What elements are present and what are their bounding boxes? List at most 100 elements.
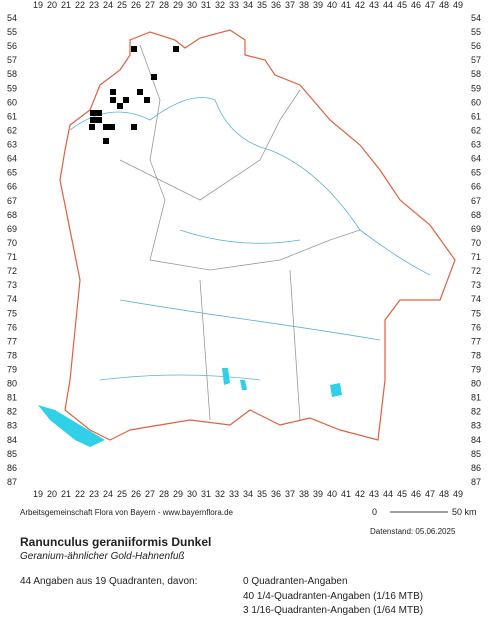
x-label: 26 — [131, 489, 141, 499]
x-label: 38 — [299, 0, 309, 10]
x-label: 42 — [355, 0, 365, 10]
y-label: 75 — [7, 308, 17, 318]
y-label: 54 — [7, 13, 17, 23]
y-label: 76 — [7, 322, 17, 332]
x-label: 43 — [369, 0, 379, 10]
x-label: 36 — [271, 0, 281, 10]
x-label: 23 — [89, 0, 99, 10]
y-label: 72 — [7, 266, 17, 276]
detail: 40 1/4-Quadranten-Angaben (1/16 MTB) — [243, 591, 423, 602]
y-label: 61 — [7, 111, 17, 121]
y-label: 68 — [471, 210, 481, 220]
y-label: 78 — [7, 350, 17, 360]
subtitle: Geranium-ähnlicher Gold-Hahnenfuß — [20, 551, 185, 562]
x-label: 35 — [257, 489, 267, 499]
y-label: 74 — [471, 294, 481, 304]
title: Ranunculus geraniiformis Dunkel — [20, 535, 211, 549]
x-label: 24 — [103, 489, 113, 499]
y-label: 59 — [7, 83, 17, 93]
y-label: 83 — [471, 421, 481, 431]
y-label: 80 — [7, 379, 17, 389]
y-label: 56 — [7, 41, 17, 51]
y-label: 87 — [471, 477, 481, 487]
date: Datenstand: 05.06.2025 — [370, 527, 456, 536]
y-label: 87 — [7, 477, 17, 487]
x-label: 30 — [187, 489, 197, 499]
x-label: 25 — [117, 489, 127, 499]
y-label: 55 — [7, 27, 17, 37]
x-label: 20 — [47, 0, 57, 10]
x-label: 35 — [257, 0, 267, 10]
y-label: 82 — [471, 407, 481, 417]
y-label: 62 — [7, 125, 17, 135]
x-label: 34 — [243, 489, 253, 499]
x-label: 27 — [145, 0, 155, 10]
x-label: 33 — [229, 0, 239, 10]
y-label: 63 — [471, 140, 481, 150]
y-label: 71 — [7, 252, 17, 262]
x-label: 39 — [313, 489, 323, 499]
x-label: 49 — [453, 489, 463, 499]
y-label: 59 — [471, 83, 481, 93]
y-label: 73 — [471, 280, 481, 290]
x-label: 41 — [341, 489, 351, 499]
y-label: 57 — [7, 55, 17, 65]
x-label: 48 — [439, 489, 449, 499]
y-label: 75 — [471, 308, 481, 318]
y-label: 58 — [7, 69, 17, 79]
y-label: 78 — [471, 350, 481, 360]
x-label: 40 — [327, 489, 337, 499]
x-label: 24 — [103, 0, 113, 10]
x-label: 26 — [131, 0, 141, 10]
x-label: 45 — [397, 0, 407, 10]
rivers — [69, 97, 431, 381]
x-label: 39 — [313, 0, 323, 10]
x-label: 32 — [215, 489, 225, 499]
state-border — [59, 29, 456, 441]
x-label: 47 — [425, 489, 435, 499]
x-label: 46 — [411, 0, 421, 10]
y-label: 86 — [7, 463, 17, 473]
y-label: 81 — [7, 393, 17, 403]
x-label: 46 — [411, 489, 421, 499]
x-label: 41 — [341, 0, 351, 10]
x-label: 36 — [271, 489, 281, 499]
x-label: 25 — [117, 0, 127, 10]
y-label: 66 — [471, 182, 481, 192]
x-label: 49 — [453, 0, 463, 10]
x-label: 19 — [33, 0, 43, 10]
x-label: 29 — [173, 489, 183, 499]
credit: Arbeitsgemeinschaft Flora von Bayern - w… — [20, 508, 234, 517]
x-label: 21 — [61, 0, 71, 10]
y-label: 64 — [7, 154, 17, 164]
x-label: 38 — [299, 489, 309, 499]
y-label: 86 — [471, 463, 481, 473]
y-label: 84 — [7, 435, 17, 445]
y-label: 85 — [7, 449, 17, 459]
x-label: 22 — [75, 489, 85, 499]
x-label: 32 — [215, 0, 225, 10]
scale-start: 0 — [372, 507, 377, 517]
x-label: 20 — [47, 489, 57, 499]
x-label: 21 — [61, 489, 71, 499]
x-label: 31 — [201, 0, 211, 10]
y-label: 57 — [471, 55, 481, 65]
y-label: 60 — [471, 97, 481, 107]
y-label: 60 — [7, 97, 17, 107]
y-label: 65 — [7, 168, 17, 178]
x-label: 44 — [383, 489, 393, 499]
y-label: 64 — [471, 154, 481, 164]
y-label: 76 — [471, 322, 481, 332]
x-label: 27 — [145, 489, 155, 499]
x-label: 42 — [355, 489, 365, 499]
x-label: 44 — [383, 0, 393, 10]
y-label: 72 — [471, 266, 481, 276]
x-label: 37 — [285, 0, 295, 10]
x-label: 34 — [243, 0, 253, 10]
y-label: 77 — [7, 336, 17, 346]
x-label: 22 — [75, 0, 85, 10]
scale-end: 50 km — [452, 507, 477, 517]
y-label: 55 — [471, 27, 481, 37]
y-label: 61 — [471, 111, 481, 121]
